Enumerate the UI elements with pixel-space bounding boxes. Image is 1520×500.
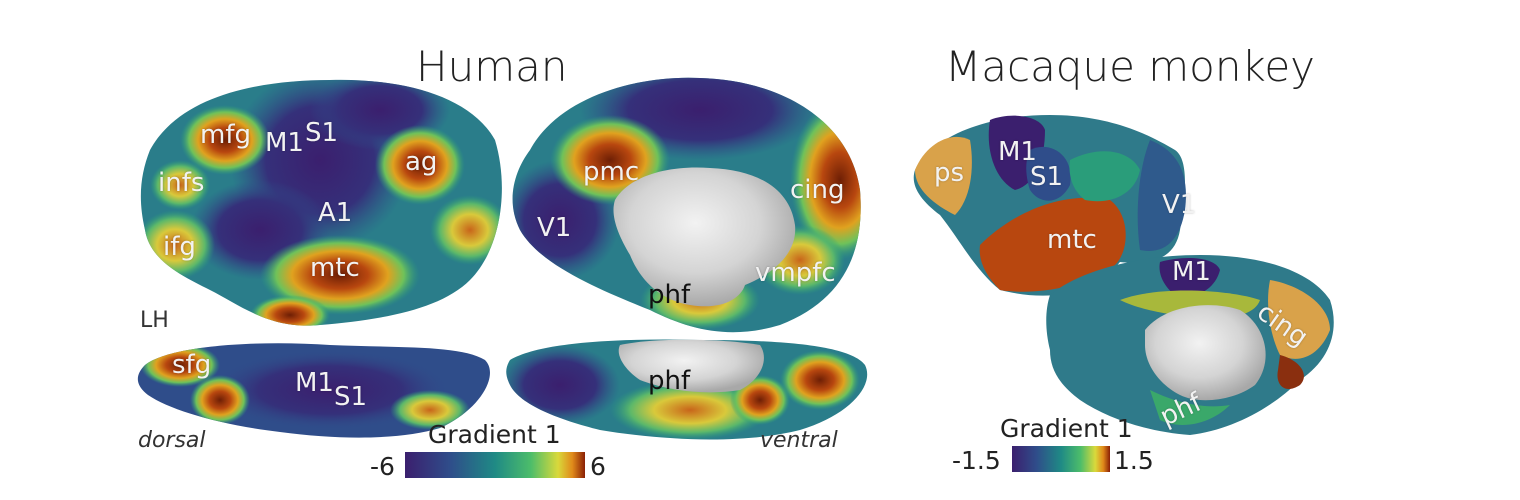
macaque-title: Macaque monkey [945,42,1316,91]
human-lateral-brain [140,79,502,326]
label-pmc: pmc [583,157,640,187]
label-infs: infs [158,168,205,198]
human-ventral-brain [506,339,868,440]
macaque-lateral-brain [913,115,1186,296]
label-a1: A1 [318,198,353,228]
label-ag: ag [405,147,438,177]
macaque-colorbar-title: Gradient 1 [1000,414,1133,443]
label-vmpfc: vmpfc [755,258,836,288]
view-dorsal-label: dorsal [138,428,206,453]
label-m1-dorsal: M1 [295,368,334,398]
hemisphere-label: LH [140,308,169,333]
human-dorsal-brain [137,343,490,438]
label-cing: cing [790,175,845,205]
human-colorbar [405,452,585,478]
label-m1: M1 [265,128,304,158]
mac-label-s1: S1 [1030,162,1064,192]
mac-label-m1-medial: M1 [1172,257,1211,287]
mac-label-v1: V1 [1162,190,1197,220]
macaque-colorbar [1012,446,1110,472]
macaque-medial-brain [1046,255,1334,435]
view-ventral-label: ventral [760,428,838,453]
macaque-colorbar-min: -1.5 [952,446,1001,475]
human-colorbar-title: Gradient 1 [428,420,561,449]
mac-label-mtc: mtc [1047,225,1097,255]
human-title: Human [416,42,568,91]
label-v1: V1 [537,213,572,243]
label-sfg: sfg [172,350,212,380]
human-colorbar-max: 6 [590,452,606,481]
mac-label-m1: M1 [998,137,1037,167]
macaque-colorbar-max: 1.5 [1114,446,1154,475]
mac-label-ps: ps [934,158,965,188]
label-phf-medial: phf [648,280,691,310]
label-ifg: ifg [163,232,196,262]
human-colorbar-min: -6 [370,452,395,481]
label-mfg: mfg [200,120,251,150]
label-phf-ventral: phf [648,366,691,396]
label-mtc: mtc [310,253,360,283]
label-s1-dorsal: S1 [334,382,368,412]
label-s1: S1 [305,118,339,148]
